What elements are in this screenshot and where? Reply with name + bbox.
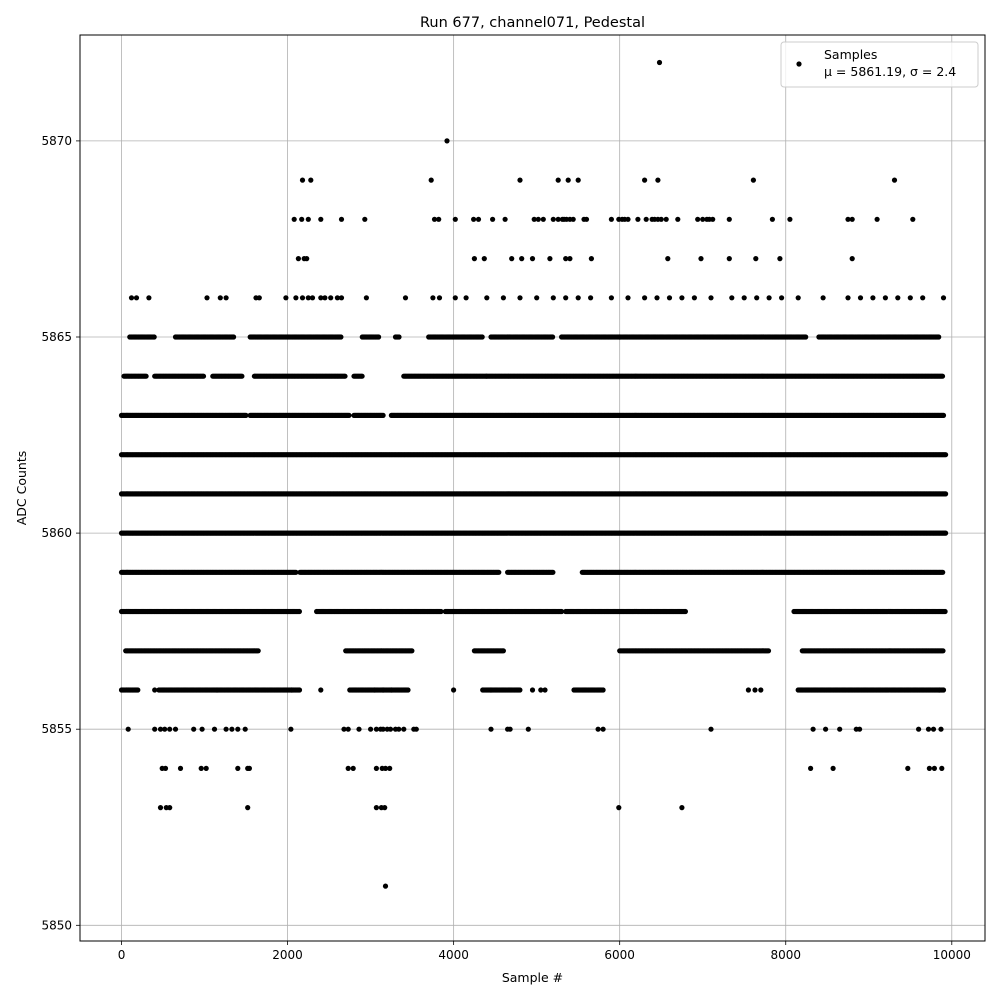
data-point xyxy=(376,334,382,340)
data-point xyxy=(359,373,365,379)
data-point xyxy=(396,334,402,340)
data-point xyxy=(200,373,207,379)
data-point xyxy=(550,334,556,340)
data-point xyxy=(143,373,149,379)
data-point xyxy=(550,569,556,575)
data-point xyxy=(803,334,809,340)
data-point xyxy=(338,334,344,340)
data-point xyxy=(296,608,302,615)
data-point xyxy=(239,373,245,379)
data-point xyxy=(940,412,947,418)
data-point xyxy=(943,452,949,458)
data-point xyxy=(496,569,502,575)
data-point xyxy=(479,334,485,340)
data-point xyxy=(346,412,352,418)
data-point xyxy=(151,334,157,340)
data-point xyxy=(943,491,949,497)
data-point xyxy=(342,373,348,379)
data-point xyxy=(231,334,237,340)
data-points xyxy=(118,59,949,889)
data-point xyxy=(940,569,946,575)
data-point xyxy=(939,373,946,379)
data-point xyxy=(943,530,949,536)
data-point xyxy=(936,334,942,340)
data-point xyxy=(243,412,249,418)
data-point xyxy=(380,412,386,418)
